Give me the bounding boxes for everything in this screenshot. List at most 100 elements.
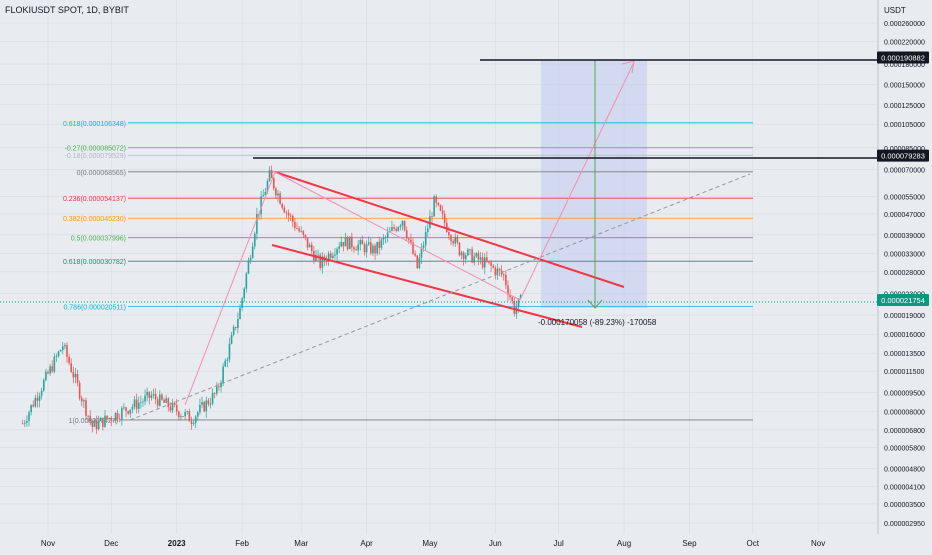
candle-body [264,192,267,196]
candle-body [26,420,28,423]
x-tick-label: Jul [554,539,564,548]
candle-body [95,420,98,430]
candle-body [338,246,340,249]
fib-level-label: 1(0.000007427) [69,418,118,425]
fib-level-label: -0.18(0.000079529) [65,153,127,160]
candle-body [156,399,159,406]
x-tick-label: May [422,539,437,548]
candle-body [137,402,140,409]
candle-body [395,228,397,231]
candle-body [361,240,364,245]
candle-body [234,326,237,328]
candle-body [38,395,41,401]
candle-body [201,402,203,405]
candle-body [226,359,229,361]
candle-body [412,242,414,254]
candle-body [393,227,395,229]
candle-body [167,398,170,408]
candle-body [21,423,24,425]
candle-body [384,237,387,239]
candle-body [108,417,110,419]
fib-level-label: 0.236(0.000054137) [63,196,126,203]
candle-body [422,245,425,248]
candle-body [441,210,444,214]
candle-body [353,247,355,250]
candle-body [192,423,195,424]
candle-body [99,417,102,422]
candle-body [296,228,298,229]
candle-body [498,268,501,271]
fib-level-label: 0.786(0.000020511) [63,305,126,312]
candle-body [34,397,37,407]
candle-body [450,235,452,242]
candle-body [315,254,317,261]
candle-body [310,244,313,251]
y-tick-label: 0.000220000 [884,40,925,47]
candle-body [182,416,184,418]
candle-body [218,386,220,388]
candle-body [483,257,486,268]
candle-body [342,242,345,247]
candle-body [454,236,457,244]
candle-body [51,366,54,372]
candle-body [70,363,73,373]
candle-body [175,404,178,412]
candle-body [511,297,513,302]
candle-body [302,230,305,235]
symbol-title: FLOKIUSDT SPOT, 1D, BYBIT [5,5,129,15]
candle-body [380,239,383,248]
y-tick-label: 0.000003500 [884,502,925,509]
time-axis[interactable]: Nov Dec 2023 Feb Mar Apr May Jun Jul Aug Sep Oct Nov [41,539,825,548]
candle-body [443,213,446,223]
candle-body [372,245,374,254]
candle-body [123,407,125,409]
fib-level-label: 0.382(0.000045230) [63,216,126,223]
candle-body [133,399,136,407]
candle-body [220,382,222,388]
candle-body [488,261,490,263]
candle-body [370,242,372,254]
candle-body [281,203,284,208]
candle-body [420,247,423,258]
candle-body [433,196,435,217]
candle-body [277,193,279,196]
candle-body [479,257,482,260]
fibonacci-levels: 0.618(0.000106348) -0.27(0.000085072)-0.1… [63,121,753,425]
candle-body [154,393,157,400]
candle-body [78,382,81,399]
candle-body [80,398,83,402]
target-zone [541,60,647,308]
candle-body [249,258,252,261]
y-tick-label: 0.000004800 [884,467,925,474]
lower-channel-line [271,244,583,328]
candle-body [378,241,381,248]
candle-body [346,237,349,250]
candle-body [397,227,400,231]
candle-body [28,412,30,421]
candle-body [319,254,321,268]
candle-body [245,273,248,289]
candle-body [152,393,155,396]
candle-body [256,214,258,234]
price-axis[interactable]: 0.000260000 0.000220000 0.000180000 0.00015… [884,21,925,528]
upper-channel-line [274,171,625,288]
candle-body [321,256,324,268]
rally-projection-line [184,171,276,406]
candle-body [517,298,520,308]
candle-body [91,421,94,427]
candle-body [30,404,32,413]
fib-level-label: 0.618(0.000030782) [63,259,126,266]
y-tick-label: 0.000016000 [884,332,925,339]
candle-body [494,267,497,275]
candle-body [161,394,163,400]
candles [21,165,522,434]
candle-body [460,252,463,256]
price-badge-label: 0.000021754 [881,296,925,305]
y-tick-label: 0.000070000 [884,167,925,174]
candle-body [241,298,243,308]
candle-body [165,398,167,403]
candle-body [391,227,393,231]
candle-body [61,346,64,351]
